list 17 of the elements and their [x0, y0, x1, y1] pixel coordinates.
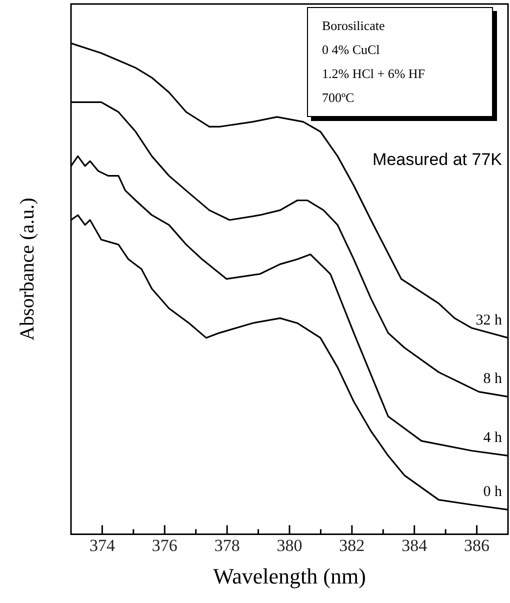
- x-tick-label: 386: [464, 536, 490, 555]
- y-axis-title: Absorbance (a.u.): [16, 198, 38, 340]
- annotation: 0 4% CuCl: [322, 41, 381, 59]
- series-label: 32 h: [476, 312, 502, 328]
- x-tick-label: 376: [152, 536, 178, 555]
- x-tick-label: 374: [89, 536, 116, 555]
- series-label: 4 h: [483, 430, 502, 446]
- x-axis-title: Wavelength (nm): [213, 564, 366, 589]
- x-tick-label: 378: [214, 536, 240, 555]
- x-tick-label: 384: [402, 536, 428, 555]
- annotation: Measured at 77K: [372, 150, 502, 170]
- x-tick-label: 382: [339, 536, 365, 555]
- x-tick-label: 380: [276, 536, 302, 555]
- series-label: 0 h: [483, 484, 502, 500]
- series-label: 8 h: [483, 371, 502, 388]
- annotation: 700ºC: [322, 89, 356, 107]
- annotation: 1.2% HCl + 6% HF: [322, 65, 426, 83]
